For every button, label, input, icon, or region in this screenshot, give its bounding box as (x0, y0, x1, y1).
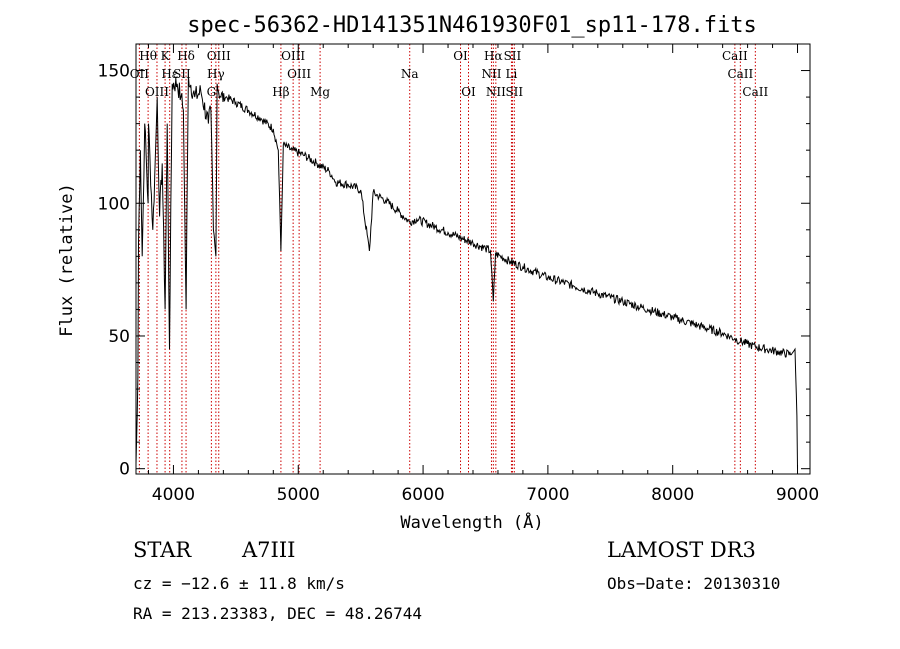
x-tick-label-5: 9000 (776, 485, 819, 505)
spectrum-series-line (135, 75, 798, 469)
line-label-0-3: OIII (207, 49, 231, 63)
line-label-2-6: SII (505, 85, 523, 99)
line-label-1-5: Na (401, 67, 419, 81)
y-axis-label: Flux (relative) (57, 183, 77, 337)
line-label-1-1: Hε (161, 67, 178, 81)
object-class: STAR (133, 538, 192, 562)
x-tick-label-4: 8000 (651, 485, 694, 505)
object-subclass: A7III (242, 538, 296, 562)
line-label-2-2: Hβ (272, 85, 289, 99)
line-label-2-7: CaII (742, 85, 768, 99)
line-label-1-8: CaII (727, 67, 753, 81)
line-label-1-4: OIII (287, 67, 311, 81)
line-label-0-5: OI (453, 49, 468, 63)
line-label-0-6: Hα (484, 49, 503, 63)
x-tick-label-1: 5000 (277, 485, 320, 505)
x-axis: 4000 5000 6000 7000 8000 9000 (147, 44, 819, 505)
y-tick-label-2: 100 (98, 194, 130, 214)
chart-title: spec-56362-HD141351N461930F01_sp11-178.f… (187, 13, 757, 38)
y-tick-label-3: 150 (98, 62, 130, 82)
line-label-1-3: Hγ (207, 67, 225, 81)
coordinates: RA = 213.23383, DEC = 48.26744 (133, 604, 422, 623)
line-label-2-0: OIII (145, 85, 169, 99)
line-label-2-3: Mg (310, 85, 330, 99)
emission-line-markers (138, 44, 756, 474)
line-label-0-8: CaII (722, 49, 748, 63)
line-label-0-1: K (161, 49, 171, 63)
x-tick-label-2: 6000 (401, 485, 444, 505)
observation-date: Obs−Date: 20130310 (607, 574, 781, 593)
line-label-1-7: Li (506, 67, 518, 81)
x-axis-label: Wavelength (Å) (400, 511, 543, 533)
line-label-2-4: OI (461, 85, 476, 99)
redshift-velocity: cz = −12.6 ± 11.8 km/s (133, 574, 345, 593)
plot-frame (135, 43, 811, 475)
y-tick-label-0: 0 (119, 460, 130, 480)
y-tick-label-1: 50 (108, 327, 130, 347)
x-tick-label-3: 7000 (526, 485, 569, 505)
y-axis: 0 50 100 150 (98, 62, 810, 480)
survey-name: LAMOST DR3 (607, 538, 756, 562)
line-label-0-7: SII (504, 49, 522, 63)
line-label-1-2: SII (173, 67, 191, 81)
line-label-0-2: Hδ (177, 49, 195, 63)
line-label-1-6: NII (481, 67, 501, 81)
line-label-2-5: NII (486, 85, 506, 99)
x-tick-label-0: 4000 (152, 485, 195, 505)
line-label-2-1: G (207, 85, 217, 99)
line-label-0-4: OIII (281, 49, 305, 63)
line-label-0-0: Hθ (139, 49, 157, 63)
line-label-1-0: OII (130, 67, 150, 81)
